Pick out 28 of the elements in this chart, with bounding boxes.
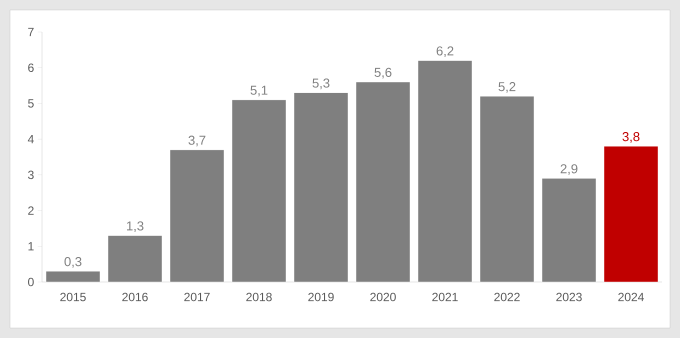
data-label: 2,9	[560, 164, 578, 175]
y-tick-label: 6	[28, 63, 34, 72]
data-label: 5,3	[312, 78, 330, 90]
x-tick-label: 2024	[618, 292, 644, 302]
y-tick-label: 0	[28, 278, 34, 286]
data-label: 5,6	[374, 68, 392, 78]
data-label: 3,8	[622, 132, 640, 143]
x-tick-label: 2017	[184, 292, 210, 302]
x-tick-label: 2022	[494, 292, 520, 302]
x-tick-label: 2015	[60, 292, 86, 302]
data-label: 6,2	[436, 46, 454, 58]
x-tick-label: 2018	[246, 292, 272, 302]
data-label: 0,3	[64, 257, 82, 268]
y-tick-label: 5	[28, 99, 34, 108]
x-tick-label: 2020	[370, 292, 396, 302]
x-tick-label: 2021	[432, 292, 458, 302]
y-tick-label: 1	[28, 242, 34, 250]
x-tick-label: 2023	[556, 292, 582, 302]
x-tick-label: 2016	[122, 292, 148, 302]
x-tick-label: 2019	[308, 292, 334, 302]
y-tick-label: 2	[28, 206, 34, 215]
y-tick-label: 3	[28, 170, 34, 180]
y-tick-label: 4	[28, 135, 34, 144]
data-label: 5,1	[250, 86, 268, 96]
data-label: 5,2	[498, 82, 516, 93]
data-label: 3,7	[188, 136, 206, 146]
data-label: 1,3	[126, 221, 144, 232]
y-tick-label: 7	[28, 28, 34, 36]
